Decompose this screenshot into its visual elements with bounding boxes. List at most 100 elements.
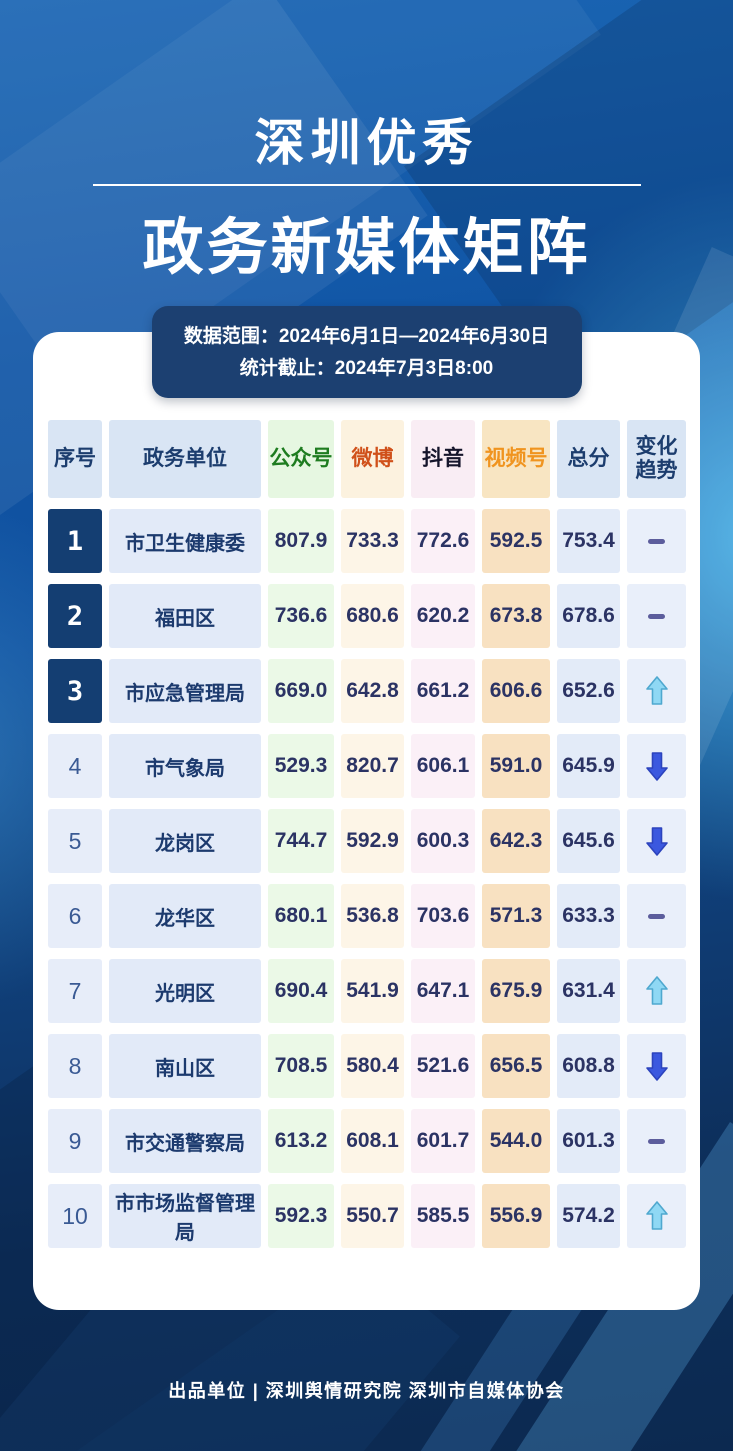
cell-douyin: 620.2 xyxy=(411,584,475,648)
cell-unit: 龙岗区 xyxy=(109,809,261,873)
producer-text: 出品单位 | 深圳舆情研究院 深圳市自媒体协会 xyxy=(168,1381,565,1401)
cell-douyin: 585.5 xyxy=(411,1184,475,1248)
cell-unit: 市交通警察局 xyxy=(109,1109,261,1173)
cell-rank: 7 xyxy=(48,959,102,1023)
cell-unit: 市气象局 xyxy=(109,734,261,798)
trend-cell-flat xyxy=(627,884,686,948)
cell-weibo: 580.4 xyxy=(341,1034,404,1098)
cell-total: 633.3 xyxy=(557,884,620,948)
cell-video: 642.3 xyxy=(482,809,550,873)
column-header-unit: 政务单位 xyxy=(109,420,261,498)
trend-cell-flat xyxy=(627,1109,686,1173)
cell-total: 601.3 xyxy=(557,1109,620,1173)
cell-douyin: 772.6 xyxy=(411,509,475,573)
ranking-card: 序号 政务单位 公众号 微博 抖音 视频号 总分 变化 趋势 1 市卫生健康委 807.9 733.3… xyxy=(33,332,700,1310)
arrow-up-icon xyxy=(645,1201,668,1230)
cell-total: 631.4 xyxy=(557,959,620,1023)
cell-wechat: 807.9 xyxy=(268,509,334,573)
cell-douyin: 600.3 xyxy=(411,809,475,873)
cell-rank: 5 xyxy=(48,809,102,873)
cell-rank: 8 xyxy=(48,1034,102,1098)
page-title-line1: 深圳优秀 xyxy=(254,115,479,171)
cell-total: 608.8 xyxy=(557,1034,620,1098)
column-header-trend: 变化 趋势 xyxy=(627,420,686,498)
arrow-up-icon xyxy=(645,976,668,1005)
cell-wechat: 708.5 xyxy=(268,1034,334,1098)
cell-video: 591.0 xyxy=(482,734,550,798)
arrow-down-icon xyxy=(645,752,668,781)
column-header-total: 总分 xyxy=(557,420,620,498)
cutoff-time-text: 统计截止：2024年7月3日8:00 xyxy=(239,357,494,379)
column-header-douyin: 抖音 xyxy=(411,420,475,498)
arrow-down-icon xyxy=(645,1052,668,1081)
arrow-down-icon xyxy=(645,827,668,856)
cell-unit: 龙华区 xyxy=(109,884,261,948)
cell-douyin: 606.1 xyxy=(411,734,475,798)
cell-total: 574.2 xyxy=(557,1184,620,1248)
cell-unit: 市卫生健康委 xyxy=(109,509,261,573)
cell-unit: 福田区 xyxy=(109,584,261,648)
cell-video: 656.5 xyxy=(482,1034,550,1098)
ranking-table: 序号 政务单位 公众号 微博 抖音 视频号 总分 变化 趋势 1 市卫生健康委 807.9 733.3… xyxy=(48,420,686,1248)
cell-weibo: 642.8 xyxy=(341,659,404,723)
trend-cell-down xyxy=(627,809,686,873)
cell-wechat: 680.1 xyxy=(268,884,334,948)
cell-video: 556.9 xyxy=(482,1184,550,1248)
column-header-video: 视频号 xyxy=(482,420,550,498)
cell-wechat: 736.6 xyxy=(268,584,334,648)
cell-video: 606.6 xyxy=(482,659,550,723)
dash-icon xyxy=(648,613,665,619)
page-title-line2: 政务新媒体矩阵 xyxy=(142,213,591,281)
column-header-wechat: 公众号 xyxy=(268,420,334,498)
cell-weibo: 592.9 xyxy=(341,809,404,873)
cell-total: 753.4 xyxy=(557,509,620,573)
dash-icon xyxy=(648,538,665,544)
arrow-up-icon xyxy=(645,676,668,705)
cell-video: 592.5 xyxy=(482,509,550,573)
cell-unit: 市市场监督管理局 xyxy=(109,1184,261,1248)
cell-weibo: 608.1 xyxy=(341,1109,404,1173)
cell-wechat: 529.3 xyxy=(268,734,334,798)
cell-douyin: 601.7 xyxy=(411,1109,475,1173)
trend-cell-up xyxy=(627,959,686,1023)
data-range-badge: 数据范围：2024年6月1日—2024年6月30日 统计截止：2024年7月3日… xyxy=(151,306,582,398)
dash-icon xyxy=(648,913,665,919)
trend-cell-up xyxy=(627,1184,686,1248)
cell-douyin: 703.6 xyxy=(411,884,475,948)
cell-video: 544.0 xyxy=(482,1109,550,1173)
column-header-weibo: 微博 xyxy=(341,420,404,498)
trend-cell-down xyxy=(627,1034,686,1098)
cell-video: 571.3 xyxy=(482,884,550,948)
cell-weibo: 541.9 xyxy=(341,959,404,1023)
cell-wechat: 744.7 xyxy=(268,809,334,873)
cell-weibo: 550.7 xyxy=(341,1184,404,1248)
title-divider xyxy=(92,184,641,186)
cell-weibo: 536.8 xyxy=(341,884,404,948)
cell-unit: 市应急管理局 xyxy=(109,659,261,723)
cell-rank: 9 xyxy=(48,1109,102,1173)
cell-douyin: 521.6 xyxy=(411,1034,475,1098)
cell-wechat: 669.0 xyxy=(268,659,334,723)
cell-weibo: 820.7 xyxy=(341,734,404,798)
cell-rank: 6 xyxy=(48,884,102,948)
column-header-rank: 序号 xyxy=(48,420,102,498)
cell-video: 675.9 xyxy=(482,959,550,1023)
cell-douyin: 647.1 xyxy=(411,959,475,1023)
cell-rank: 2 xyxy=(48,584,102,648)
cell-weibo: 680.6 xyxy=(341,584,404,648)
cell-unit: 光明区 xyxy=(109,959,261,1023)
cell-total: 645.6 xyxy=(557,809,620,873)
trend-cell-up xyxy=(627,659,686,723)
cell-rank: 3 xyxy=(48,659,102,723)
dash-icon xyxy=(648,1138,665,1144)
cell-rank: 4 xyxy=(48,734,102,798)
footer: 出品单位 | 深圳舆情研究院 深圳市自媒体协会 xyxy=(0,1377,733,1403)
cell-douyin: 661.2 xyxy=(411,659,475,723)
cell-total: 678.6 xyxy=(557,584,620,648)
cell-weibo: 733.3 xyxy=(341,509,404,573)
cell-rank: 10 xyxy=(48,1184,102,1248)
cell-rank: 1 xyxy=(48,509,102,573)
cell-video: 673.8 xyxy=(482,584,550,648)
cell-wechat: 592.3 xyxy=(268,1184,334,1248)
